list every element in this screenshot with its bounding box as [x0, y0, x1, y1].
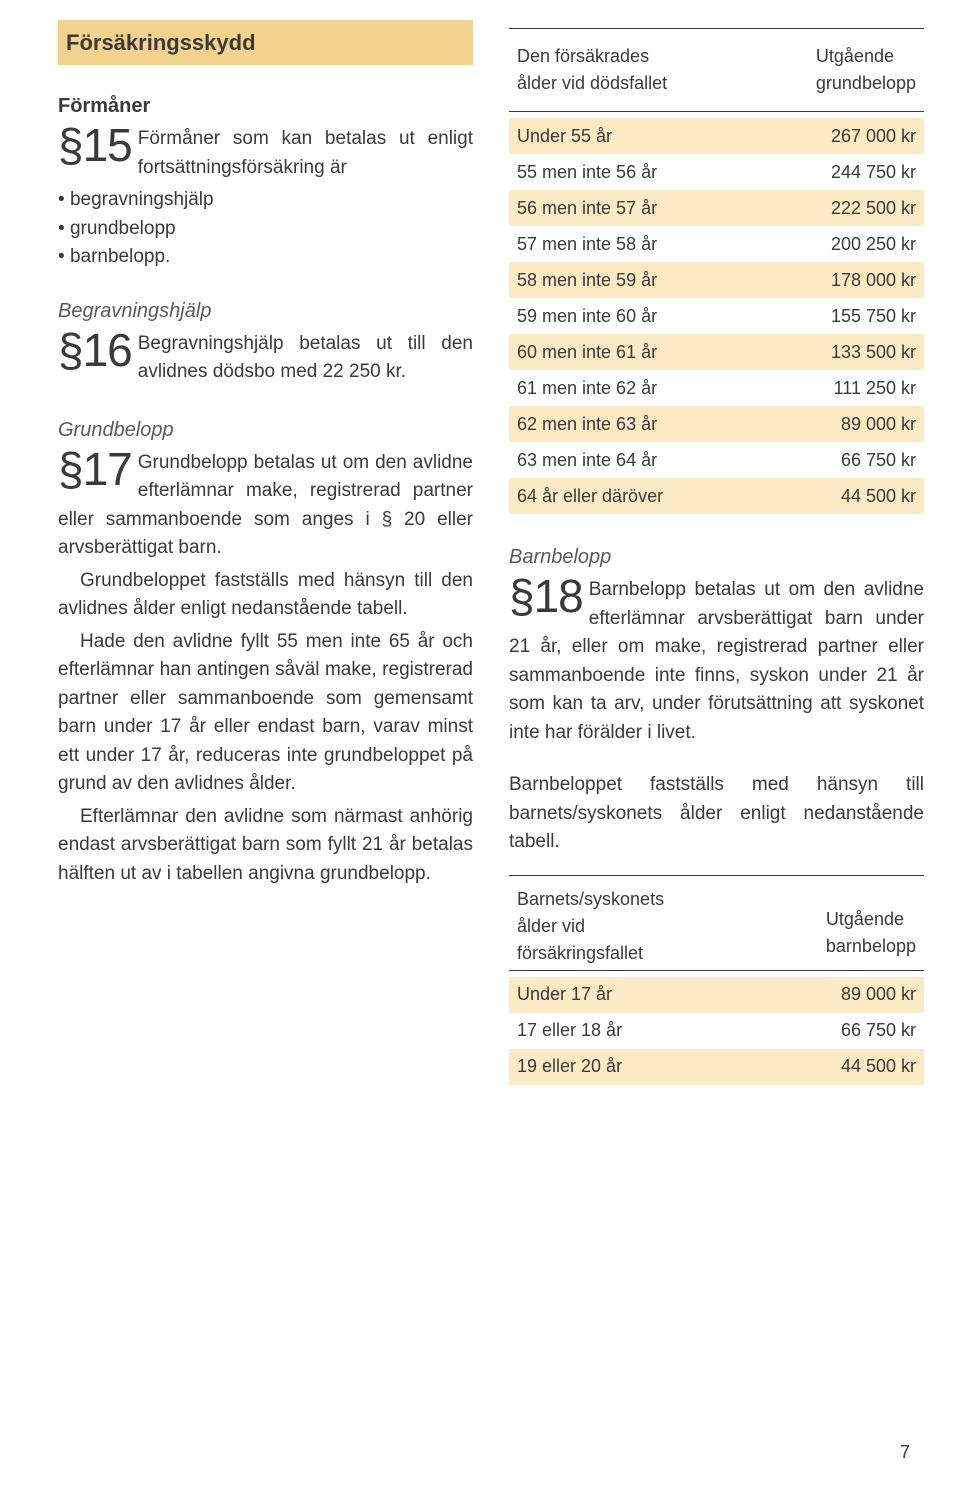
para-15-text: Förmåner som kan betalas ut enligt forts… — [138, 128, 473, 178]
table-cell-right: 66 750 kr — [841, 1017, 916, 1044]
table-cell-right: 133 500 kr — [831, 339, 916, 366]
table1-header: Den försäkrades ålder vid dödsfallet Utg… — [509, 28, 924, 112]
table-cell-left: Under 17 år — [517, 981, 612, 1008]
table-cell-right: 244 750 kr — [831, 159, 916, 186]
table-cell-right: 222 500 kr — [831, 195, 916, 222]
table2-rows: Under 17 år 89 000 kr 17 eller 18 år 66 750… — [509, 977, 924, 1085]
section-number-16: §16 — [58, 330, 132, 371]
para-18b: Barnbeloppet fastställs med hänsyn till … — [509, 771, 924, 857]
bullet-item: grundbelopp — [58, 215, 473, 244]
table-cell-right: 44 500 kr — [841, 483, 916, 510]
left-column: Försäkringsskydd Förmåner §15 Förmåner s… — [58, 20, 473, 1085]
table-row: 55 men inte 56 år 244 750 kr — [509, 154, 924, 190]
subhead-begravningshjalp: Begravningshjälp — [58, 296, 473, 326]
table-row: 62 men inte 63 år 89 000 kr — [509, 406, 924, 442]
table-cell-left: 17 eller 18 år — [517, 1017, 622, 1044]
table-cell-right: 66 750 kr — [841, 447, 916, 474]
table-cell-left: 56 men inte 57 år — [517, 195, 657, 222]
bullet-item: barnbelopp. — [58, 243, 473, 272]
table1-header-right: Utgående grundbelopp — [816, 43, 916, 97]
section-number-18: §18 — [509, 576, 583, 617]
table2-header: Barnets/syskonets ålder vid försäkringsf… — [509, 875, 924, 971]
para-17c: Hade den avlidne fyllt 55 men inte 65 år… — [58, 628, 473, 799]
table-cell-right: 111 250 kr — [834, 375, 916, 402]
subhead-barnbelopp: Barnbelopp — [509, 542, 924, 572]
para-17: §17 Grundbelopp betalas ut om den avlidn… — [58, 449, 473, 563]
table-cell-left: 55 men inte 56 år — [517, 159, 657, 186]
table-cell-right: 200 250 kr — [831, 231, 916, 258]
table1-header-left: Den försäkrades ålder vid dödsfallet — [517, 43, 667, 97]
table1-rows: Under 55 år 267 000 kr 55 men inte 56 år 24… — [509, 118, 924, 514]
table-row: 58 men inte 59 år 178 000 kr — [509, 262, 924, 298]
table-cell-left: Under 55 år — [517, 123, 612, 150]
table-cell-right: 155 750 kr — [831, 303, 916, 330]
para-17b: Grundbeloppet fastställs med hän­syn til… — [58, 567, 473, 624]
table-row: 59 men inte 60 år 155 750 kr — [509, 298, 924, 334]
page-number: 7 — [900, 1439, 910, 1466]
para-16: §16 Begravningshjälp betalas ut till den… — [58, 330, 473, 387]
section-number-17: §17 — [58, 449, 132, 490]
table-cell-left: 60 men inte 61 år — [517, 339, 657, 366]
table-row: 63 men inte 64 år 66 750 kr — [509, 442, 924, 478]
para-15: §15 Förmåner som kan betalas ut enligt f… — [58, 125, 473, 182]
table-row: 64 år eller däröver 44 500 kr — [509, 478, 924, 514]
table2-header-right: Utgående barnbelopp — [826, 886, 916, 960]
table-row: 60 men inte 61 år 133 500 kr — [509, 334, 924, 370]
table-cell-right: 178 000 kr — [831, 267, 916, 294]
right-column: Den försäkrades ålder vid dödsfallet Utg… — [509, 20, 924, 1085]
table-cell-right: 89 000 kr — [841, 981, 916, 1008]
table-cell-right: 89 000 kr — [841, 411, 916, 438]
table-cell-left: 57 men inte 58 år — [517, 231, 657, 258]
table-row: 19 eller 20 år 44 500 kr — [509, 1049, 924, 1085]
table-cell-left: 19 eller 20 år — [517, 1053, 622, 1080]
table-row: 17 eller 18 år 66 750 kr — [509, 1013, 924, 1049]
table-cell-left: 62 men inte 63 år — [517, 411, 657, 438]
table-row: 56 men inte 57 år 222 500 kr — [509, 190, 924, 226]
bullet-item: begravningshjälp — [58, 186, 473, 215]
section-number-15: §15 — [58, 125, 132, 166]
section-header: Försäkringsskydd — [58, 20, 473, 65]
subhead-grundbelopp: Grundbelopp — [58, 415, 473, 445]
table-cell-left: 63 men inte 64 år — [517, 447, 657, 474]
para-16-text: Begravningshjälp betalas ut till den avl… — [138, 333, 473, 383]
table-row: 57 men inte 58 år 200 250 kr — [509, 226, 924, 262]
table-cell-right: 267 000 kr — [831, 123, 916, 150]
table-cell-left: 64 år eller däröver — [517, 483, 663, 510]
para-18: §18 Barnbelopp betalas ut om den avlidne… — [509, 576, 924, 747]
table-cell-left: 58 men inte 59 år — [517, 267, 657, 294]
table-cell-left: 59 men inte 60 år — [517, 303, 657, 330]
table-row: Under 55 år 267 000 kr — [509, 118, 924, 154]
table-row: Under 17 år 89 000 kr — [509, 977, 924, 1013]
table-cell-right: 44 500 kr — [841, 1053, 916, 1080]
para-15-bullets: begravningshjälp grundbelopp barnbelopp. — [58, 186, 473, 272]
table-cell-left: 61 men inte 62 år — [517, 375, 657, 402]
para-17d: Efterlämnar den avlidne som när­mast anh… — [58, 803, 473, 889]
table2-header-left: Barnets/syskonets ålder vid försäkringsf… — [517, 886, 664, 967]
table-row: 61 men inte 62 år 111 250 kr — [509, 370, 924, 406]
subhead-formaner: Förmåner — [58, 91, 473, 121]
